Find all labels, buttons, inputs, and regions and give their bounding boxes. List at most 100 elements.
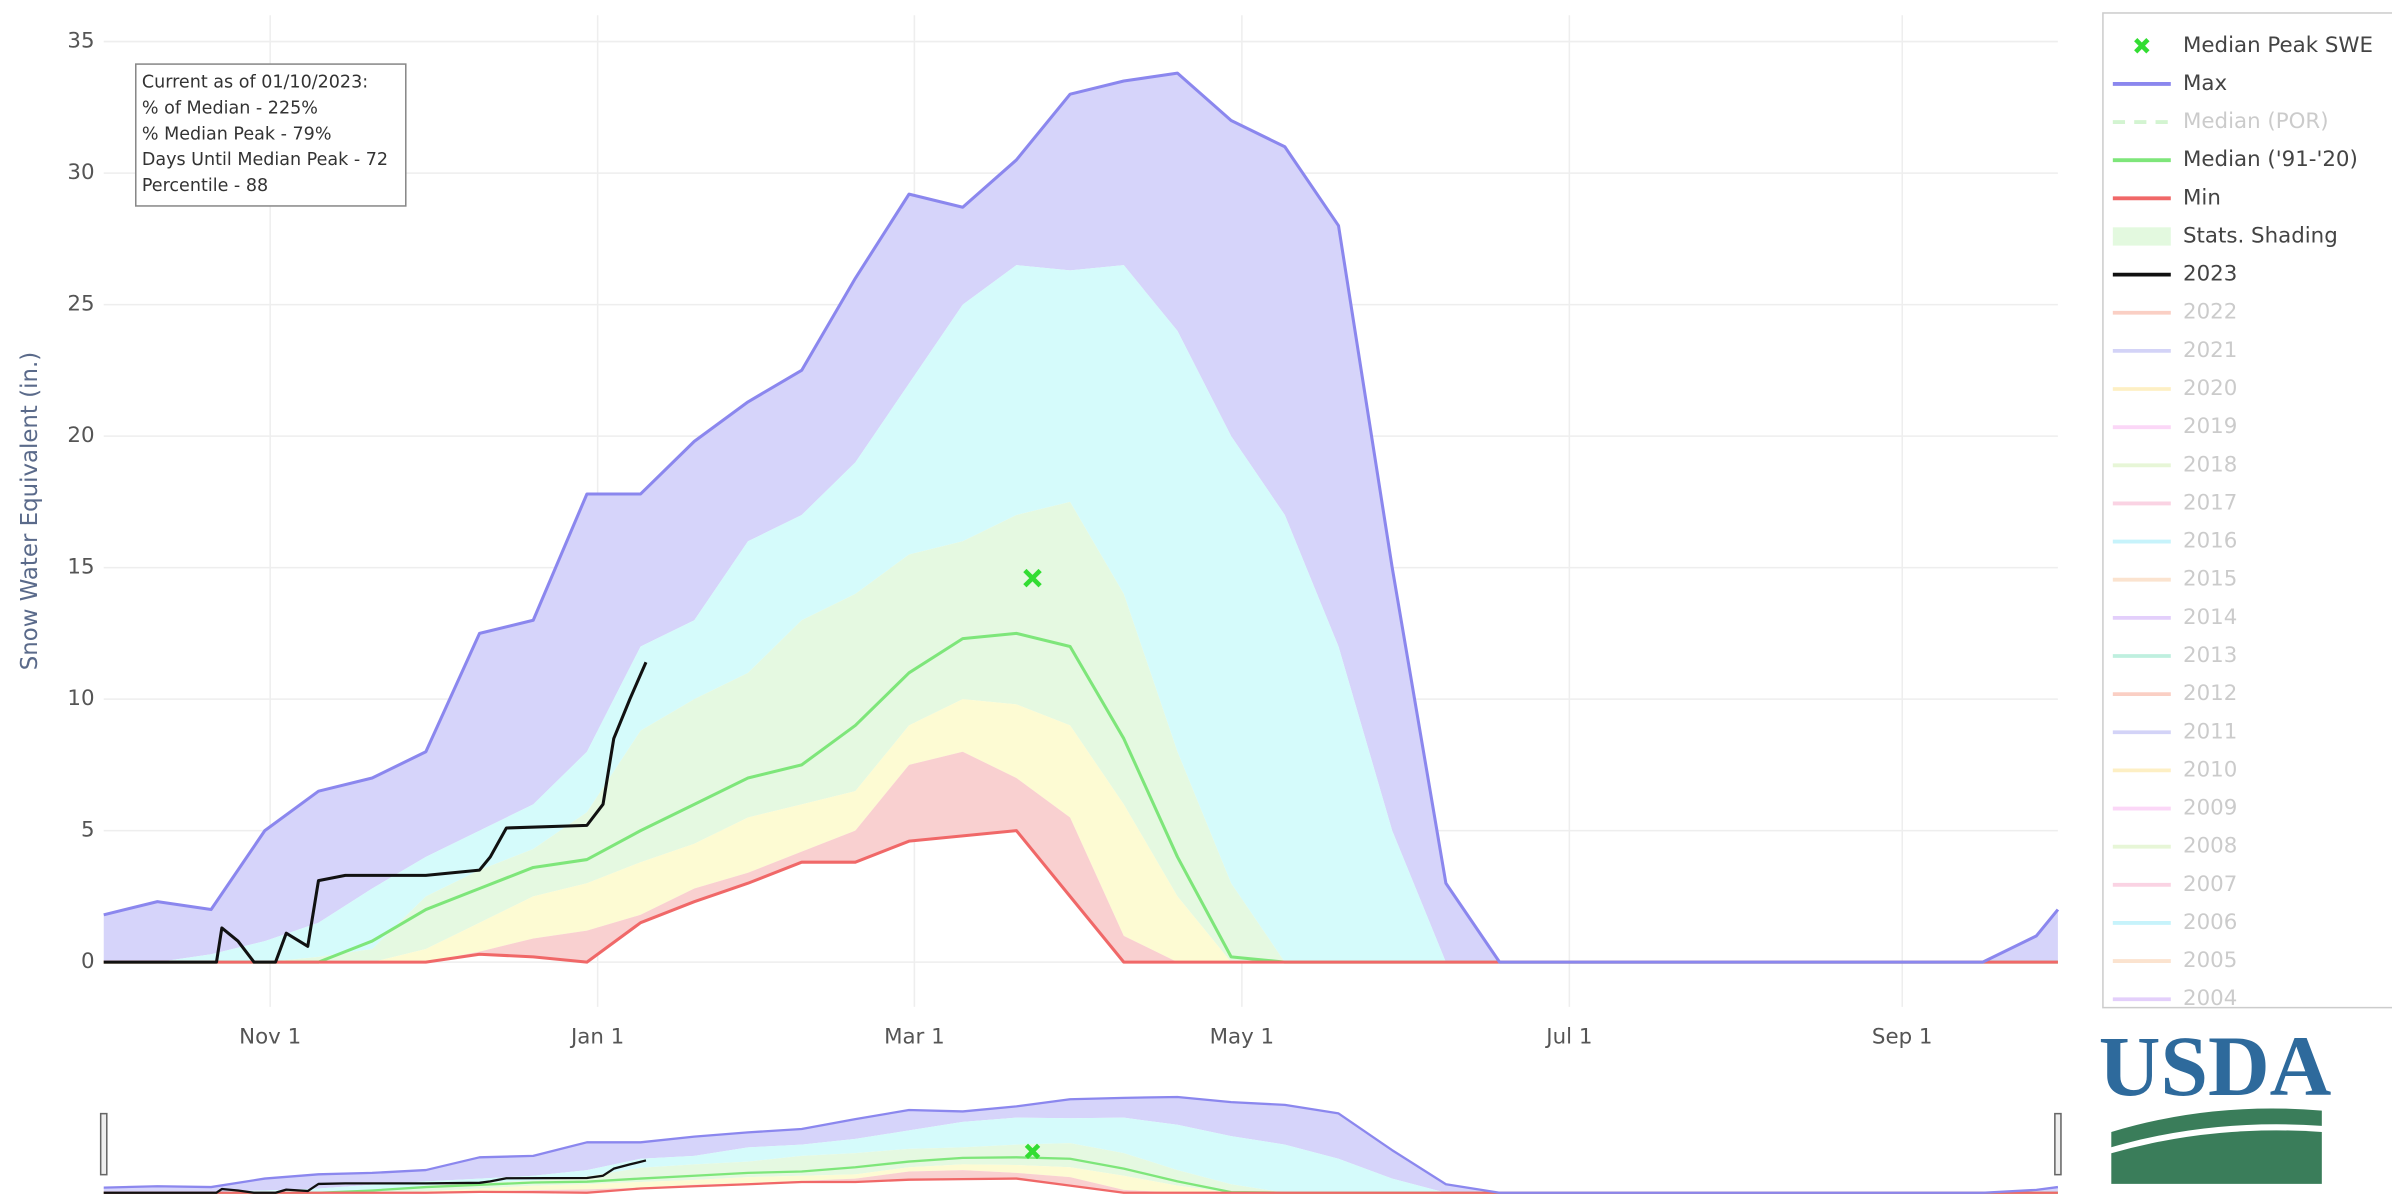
shading-band xyxy=(103,73,2058,963)
y-tick-label: 20 xyxy=(67,423,94,448)
mini-series-line xyxy=(103,1095,2059,1194)
legend-item[interactable]: Max xyxy=(2112,71,2227,96)
legend-label: Median Peak SWE xyxy=(2183,33,2373,58)
series-line xyxy=(103,71,2060,964)
legend-item[interactable]: 2012 xyxy=(2112,681,2238,706)
x-tick-label: Jan 1 xyxy=(569,1024,624,1049)
shading-band xyxy=(103,751,2058,963)
legend-label: 2005 xyxy=(2183,948,2237,973)
legend-item[interactable]: Median (POR) xyxy=(2112,109,2329,134)
legend-label: 2017 xyxy=(2183,490,2237,515)
y-tick-label: 15 xyxy=(67,555,94,580)
legend-item[interactable]: Median Peak SWE xyxy=(2134,33,2373,58)
legend-label: 2011 xyxy=(2183,719,2237,744)
legend-label: 2023 xyxy=(2183,262,2237,287)
mini-median-peak-marker xyxy=(1024,1143,1041,1160)
logo-text: USDA xyxy=(2099,1020,2332,1114)
y-tick-label: 30 xyxy=(67,160,94,185)
annotation-line: % of Median - 225% xyxy=(142,98,318,118)
legend-item[interactable]: 2007 xyxy=(2112,872,2238,897)
annotation-box xyxy=(135,63,407,207)
legend-item[interactable]: 2006 xyxy=(2112,910,2238,935)
y-tick-label: 25 xyxy=(67,292,94,317)
legend-symbol xyxy=(2134,38,2150,54)
legend-item[interactable]: 2019 xyxy=(2112,414,2238,439)
legend-label: 2013 xyxy=(2183,643,2237,668)
y-tick-label: 10 xyxy=(67,686,94,711)
y-tick-label: 5 xyxy=(81,818,95,843)
legend-symbol xyxy=(2112,227,2171,246)
legend-label: 2018 xyxy=(2183,452,2237,477)
plot-area: Nov 1 Jan 1 Mar 1 May 1 Jul 1 Sep 1 0 5 10 15 20 25… xyxy=(67,15,2060,1049)
mini-series-line xyxy=(103,1159,647,1194)
y-tick-label: 35 xyxy=(67,29,94,54)
legend-label: 2010 xyxy=(2183,757,2237,782)
annotation: Current as of 01/10/2023: % of Median - 2… xyxy=(142,72,388,196)
legend-item[interactable]: 2011 xyxy=(2112,719,2238,744)
range-slider[interactable] xyxy=(99,1095,2062,1194)
legend-item[interactable]: 2023 xyxy=(2112,262,2238,287)
legend-item[interactable]: 2004 xyxy=(2112,986,2238,1011)
legend-item[interactable]: Median ('91-'20) xyxy=(2112,147,2358,172)
legend-label: 2004 xyxy=(2183,986,2237,1011)
legend-item[interactable]: 2013 xyxy=(2112,643,2238,668)
legend-label: 2022 xyxy=(2183,300,2237,325)
legend-item[interactable]: 2020 xyxy=(2112,376,2238,401)
y-axis-title: Snow Water Equivalent (in.) xyxy=(17,352,43,670)
legend[interactable]: Median Peak SWE Max Median (POR) Median ('9… xyxy=(2112,33,2373,1011)
shading-band xyxy=(103,699,2058,963)
legend-item[interactable]: 2008 xyxy=(2112,834,2238,859)
legend-label: Median (POR) xyxy=(2183,109,2329,134)
series-line xyxy=(103,661,648,964)
legend-item[interactable]: 2015 xyxy=(2112,567,2238,592)
mini-shading-band xyxy=(103,1117,2058,1193)
legend-label: 2007 xyxy=(2183,872,2237,897)
legend-box xyxy=(2102,12,2392,1009)
legend-label: 2008 xyxy=(2183,834,2237,859)
mini-shading-band xyxy=(103,1170,2058,1193)
y-tick-label: 0 xyxy=(81,949,95,974)
legend-item[interactable]: Min xyxy=(2112,185,2221,210)
usda-logo: USDA xyxy=(2099,1020,2332,1184)
legend-item[interactable]: 2009 xyxy=(2112,796,2238,821)
logo-wave xyxy=(2111,1108,2322,1148)
annotation-line: Days Until Median Peak - 72 xyxy=(142,150,388,170)
annotation-line: Percentile - 88 xyxy=(142,176,268,196)
legend-label: Max xyxy=(2183,71,2227,96)
annotation-line: Current as of 01/10/2023: xyxy=(142,72,368,92)
legend-item[interactable]: 2014 xyxy=(2112,605,2238,630)
shading-band xyxy=(103,501,2058,963)
mini-shading-band xyxy=(103,1096,2058,1193)
median-peak-marker xyxy=(1023,568,1042,588)
legend-item[interactable]: 2018 xyxy=(2112,452,2238,477)
legend-label: 2012 xyxy=(2183,681,2237,706)
legend-item[interactable]: 2016 xyxy=(2112,529,2238,554)
x-tick-label: Mar 1 xyxy=(884,1024,945,1049)
x-tick-label: Sep 1 xyxy=(1872,1024,1933,1049)
legend-item[interactable]: 2005 xyxy=(2112,948,2238,973)
legend-label: 2016 xyxy=(2183,529,2237,554)
legend-label: Min xyxy=(2183,185,2221,210)
range-handle[interactable] xyxy=(99,1112,108,1176)
x-tick-label: Nov 1 xyxy=(239,1024,301,1049)
logo-field xyxy=(2111,1130,2322,1184)
annotation-line: % Median Peak - 79% xyxy=(142,124,332,144)
legend-item[interactable]: 2010 xyxy=(2112,757,2238,782)
legend-label: Stats. Shading xyxy=(2183,223,2338,248)
legend-label: 2014 xyxy=(2183,605,2237,630)
x-tick-label: Jul 1 xyxy=(1544,1024,1592,1049)
legend-label: 2009 xyxy=(2183,796,2237,821)
legend-item[interactable]: 2022 xyxy=(2112,300,2238,325)
shading-band xyxy=(103,265,2058,963)
legend-label: 2020 xyxy=(2183,376,2237,401)
legend-label: 2021 xyxy=(2183,338,2237,363)
legend-item[interactable]: Stats. Shading xyxy=(2112,223,2338,248)
legend-item[interactable]: 2021 xyxy=(2112,338,2238,363)
legend-label: Median ('91-'20) xyxy=(2183,147,2358,172)
range-handle[interactable] xyxy=(2054,1112,2062,1176)
legend-item[interactable]: 2017 xyxy=(2112,490,2238,515)
legend-label: 2006 xyxy=(2183,910,2237,935)
x-tick-label: May 1 xyxy=(1210,1024,1275,1049)
mini-shading-band xyxy=(103,1164,2058,1193)
